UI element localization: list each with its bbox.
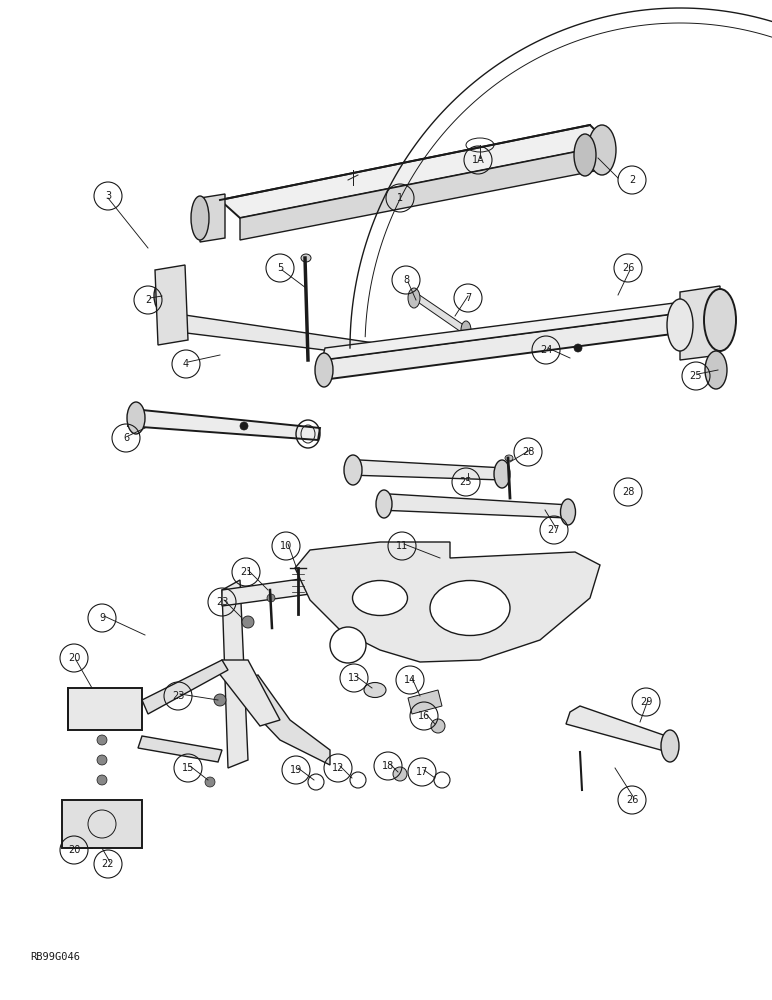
Polygon shape — [680, 286, 720, 360]
Text: 3: 3 — [105, 191, 111, 201]
Ellipse shape — [661, 730, 679, 762]
Circle shape — [393, 767, 407, 781]
Polygon shape — [218, 660, 280, 726]
Ellipse shape — [353, 580, 408, 615]
Text: 10: 10 — [280, 541, 292, 551]
Ellipse shape — [160, 307, 176, 337]
Ellipse shape — [376, 490, 392, 518]
Circle shape — [574, 344, 582, 352]
Circle shape — [330, 627, 366, 663]
Polygon shape — [238, 675, 330, 765]
Circle shape — [242, 616, 254, 628]
Text: 7: 7 — [465, 293, 471, 303]
Polygon shape — [162, 314, 408, 360]
Ellipse shape — [191, 196, 209, 240]
Ellipse shape — [667, 299, 693, 351]
Ellipse shape — [588, 125, 616, 175]
Circle shape — [205, 777, 215, 787]
Text: 5: 5 — [277, 263, 283, 273]
Text: 11: 11 — [396, 541, 408, 551]
Text: 2: 2 — [145, 295, 151, 305]
Text: 25: 25 — [689, 371, 703, 381]
Text: 2: 2 — [629, 175, 635, 185]
Polygon shape — [322, 313, 680, 380]
Text: 4: 4 — [183, 359, 189, 369]
Polygon shape — [295, 542, 600, 662]
Text: 21: 21 — [240, 567, 252, 577]
Polygon shape — [348, 460, 505, 480]
Text: 17: 17 — [416, 767, 428, 777]
Circle shape — [214, 694, 226, 706]
Text: 15: 15 — [182, 763, 195, 773]
Polygon shape — [408, 690, 442, 714]
Ellipse shape — [364, 682, 386, 698]
Ellipse shape — [461, 321, 471, 339]
Text: 9: 9 — [99, 613, 105, 623]
Polygon shape — [62, 800, 142, 848]
Polygon shape — [68, 688, 142, 730]
Polygon shape — [566, 706, 672, 752]
Circle shape — [267, 594, 275, 602]
Ellipse shape — [505, 455, 513, 461]
Ellipse shape — [315, 353, 333, 387]
Text: 23: 23 — [216, 597, 229, 607]
Text: 13: 13 — [348, 673, 360, 683]
Circle shape — [97, 735, 107, 745]
Text: 1: 1 — [397, 193, 403, 203]
Text: 14: 14 — [404, 675, 416, 685]
Text: 28: 28 — [522, 447, 534, 457]
Ellipse shape — [154, 281, 170, 311]
Polygon shape — [222, 558, 450, 606]
Polygon shape — [240, 145, 610, 240]
Text: 12: 12 — [332, 763, 344, 773]
Polygon shape — [412, 294, 468, 334]
Circle shape — [97, 775, 107, 785]
Text: 1A: 1A — [472, 155, 484, 165]
Ellipse shape — [574, 134, 596, 176]
Ellipse shape — [560, 499, 575, 525]
Text: 23: 23 — [172, 691, 185, 701]
Circle shape — [97, 755, 107, 765]
Polygon shape — [222, 580, 248, 768]
Text: 26: 26 — [626, 795, 638, 805]
Polygon shape — [220, 125, 610, 218]
Ellipse shape — [705, 351, 727, 389]
Circle shape — [431, 719, 445, 733]
Polygon shape — [128, 410, 320, 440]
Polygon shape — [378, 494, 570, 518]
Circle shape — [240, 422, 248, 430]
Text: 26: 26 — [621, 263, 634, 273]
Ellipse shape — [127, 402, 145, 434]
Ellipse shape — [704, 289, 736, 351]
Polygon shape — [138, 736, 222, 762]
Text: 20: 20 — [68, 653, 80, 663]
Ellipse shape — [399, 342, 413, 368]
Ellipse shape — [344, 455, 362, 485]
Text: 27: 27 — [548, 525, 560, 535]
Text: 25: 25 — [460, 477, 472, 487]
Polygon shape — [142, 660, 228, 714]
Text: 22: 22 — [102, 859, 114, 869]
Ellipse shape — [494, 460, 510, 488]
Text: 24: 24 — [540, 345, 552, 355]
Text: 8: 8 — [403, 275, 409, 285]
Ellipse shape — [408, 288, 420, 308]
Text: 29: 29 — [640, 697, 652, 707]
Text: 20: 20 — [68, 845, 80, 855]
Text: RB99G046: RB99G046 — [30, 952, 80, 962]
Text: 16: 16 — [418, 711, 430, 721]
Text: 19: 19 — [290, 765, 302, 775]
Ellipse shape — [301, 254, 311, 262]
Ellipse shape — [430, 580, 510, 636]
Text: 6: 6 — [123, 433, 129, 443]
Polygon shape — [322, 302, 682, 360]
Polygon shape — [200, 194, 225, 242]
Text: 28: 28 — [621, 487, 634, 497]
Polygon shape — [155, 265, 188, 345]
Text: 18: 18 — [382, 761, 394, 771]
